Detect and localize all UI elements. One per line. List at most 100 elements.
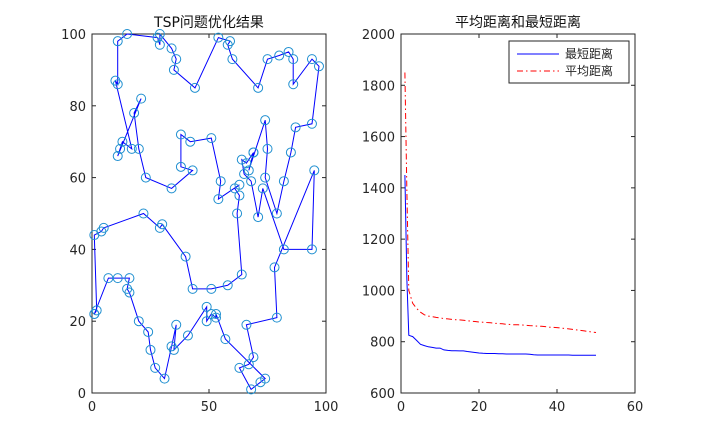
city-point — [274, 50, 285, 61]
tsp-ticks: 0 50 100 0 20 40 60 80 100 — [61, 28, 338, 415]
city-point — [271, 208, 282, 219]
tsp-y-tick-label: 80 — [69, 100, 86, 115]
distance-x-tick-label: 60 — [627, 400, 644, 415]
distance-y-tick-label: 1600 — [362, 131, 395, 146]
city-point — [129, 107, 140, 118]
city-point — [269, 262, 280, 273]
city-point — [257, 183, 268, 194]
distance-y-tick-label: 800 — [370, 336, 395, 351]
city-point — [136, 93, 147, 104]
tsp-plot-title: TSP问题优化结果 — [153, 15, 264, 31]
city-point — [145, 344, 156, 355]
city-point — [89, 309, 100, 320]
city-point — [222, 280, 233, 291]
city-point — [182, 330, 193, 341]
city-point — [222, 39, 233, 50]
city-point — [260, 172, 271, 183]
city-point — [290, 122, 301, 133]
city-point — [138, 208, 149, 219]
city-point — [133, 143, 144, 154]
city-point — [239, 169, 250, 180]
city-point — [246, 176, 257, 187]
city-point — [220, 334, 231, 345]
city-point — [260, 373, 271, 384]
city-point — [122, 283, 133, 294]
tsp-x-tick-label: 0 — [88, 400, 96, 415]
city-point — [278, 244, 289, 255]
city-point — [243, 359, 254, 370]
city-point — [248, 147, 259, 158]
city-point — [175, 129, 186, 140]
distance-y-tick-label: 1000 — [362, 284, 395, 299]
city-point — [140, 172, 151, 183]
average-distance-line — [404, 72, 597, 333]
city-point — [271, 312, 282, 323]
city-point — [112, 36, 123, 47]
city-point — [283, 46, 294, 57]
distance-x-tick-label: 20 — [471, 400, 488, 415]
city-point — [201, 316, 212, 327]
city-point — [215, 176, 226, 187]
distance-data-layer — [404, 72, 597, 356]
city-point — [166, 183, 177, 194]
city-point — [166, 43, 177, 54]
city-point — [253, 212, 264, 223]
legend-label-average: 平均距离 — [565, 63, 613, 78]
city-point — [306, 244, 317, 255]
distance-x-tick-label: 40 — [549, 400, 566, 415]
city-point — [253, 82, 264, 93]
city-point — [185, 136, 196, 147]
city-point — [180, 251, 191, 262]
distance-plot-title: 平均距离和最短距离 — [455, 14, 581, 31]
tsp-route-plot: 0 50 100 0 20 40 60 80 100 TSP问题优化结果 — [61, 15, 338, 415]
city-point — [234, 179, 245, 190]
city-point — [211, 309, 222, 320]
best-distance-line — [404, 174, 596, 356]
city-point — [154, 29, 165, 39]
city-point — [175, 161, 186, 172]
city-point — [285, 147, 296, 158]
tsp-x-tick-label: 100 — [314, 400, 339, 415]
city-point — [206, 283, 217, 294]
tsp-x-tick-label: 50 — [201, 400, 218, 415]
city-point — [201, 301, 212, 312]
city-point — [143, 326, 154, 337]
city-point — [124, 273, 135, 284]
distance-y-tick-label: 1800 — [362, 79, 395, 94]
city-point — [133, 316, 144, 327]
legend-label-best: 最短距离 — [565, 46, 613, 61]
distance-convergence-plot: 0 20 40 60 600 800 1000 1200 1400 1600 1800 2000 平均… — [362, 14, 643, 415]
city-point — [232, 208, 243, 219]
city-point — [187, 165, 198, 176]
city-point — [150, 362, 161, 373]
city-point — [126, 143, 137, 154]
city-point — [306, 118, 317, 129]
city-point — [213, 32, 224, 43]
city-point — [189, 82, 200, 93]
legend-box — [508, 40, 630, 84]
distance-ticks: 0 20 40 60 600 800 1000 1200 1400 1600 1800 2000 — [362, 28, 643, 415]
city-point — [154, 39, 165, 50]
city-point — [115, 143, 126, 154]
tsp-y-tick-label: 20 — [69, 315, 86, 330]
city-point — [112, 151, 123, 162]
city-point — [166, 341, 177, 352]
city-point — [227, 54, 238, 65]
tsp-y-tick-label: 0 — [78, 387, 86, 402]
city-point — [236, 269, 247, 280]
distance-y-tick-label: 600 — [370, 387, 395, 402]
city-point — [248, 352, 259, 363]
city-point — [234, 362, 245, 373]
distance-x-tick-label: 0 — [397, 400, 405, 415]
city-point — [112, 79, 123, 90]
legend: 最短距离 平均距离 — [508, 40, 630, 84]
city-point — [157, 219, 168, 230]
city-point — [234, 190, 245, 201]
city-point — [260, 115, 271, 126]
city-point — [278, 176, 289, 187]
city-point — [187, 283, 198, 294]
city-point — [171, 319, 182, 330]
city-point — [98, 222, 109, 233]
city-point — [288, 79, 299, 90]
